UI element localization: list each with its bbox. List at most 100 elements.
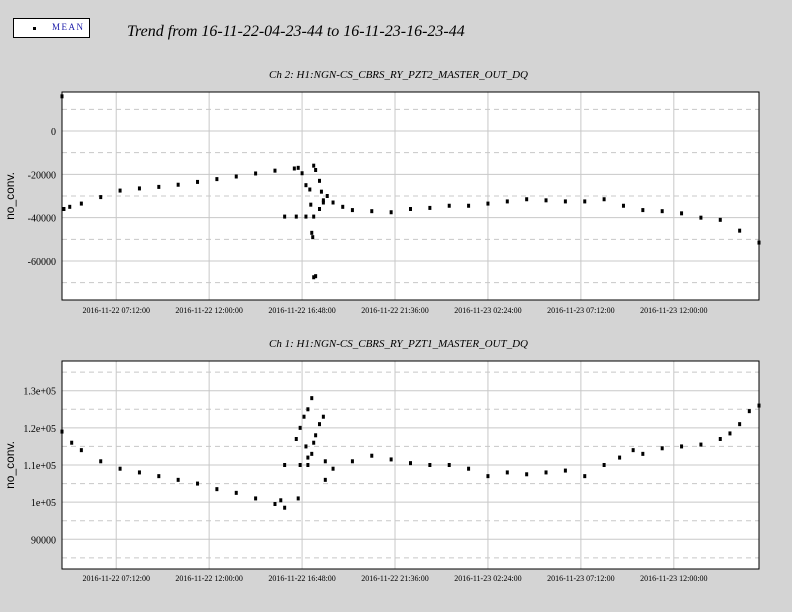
legend-marker-icon <box>33 27 36 30</box>
chart-title: Ch 1: H1:NGN-CS_CBRS_RY_PZT1_MASTER_OUT_… <box>269 338 528 350</box>
data-point <box>157 474 161 479</box>
data-point <box>602 463 606 467</box>
data-point <box>312 440 316 445</box>
data-point <box>79 201 83 206</box>
data-point <box>118 466 122 471</box>
x-tick-label: 2016-11-22 07:12:00 <box>82 574 149 583</box>
x-tick-label: 2016-11-22 16:48:00 <box>268 306 335 315</box>
data-point <box>525 197 529 202</box>
x-tick-label: 2016-11-22 07:12:00 <box>82 306 149 315</box>
data-point <box>68 204 72 209</box>
data-point <box>215 177 219 182</box>
data-point <box>118 188 122 193</box>
data-point <box>680 211 684 216</box>
data-point <box>641 451 645 456</box>
plot-border <box>61 360 760 570</box>
data-point <box>310 230 314 235</box>
data-point <box>341 204 345 209</box>
data-point <box>298 463 302 467</box>
data-point <box>370 209 374 214</box>
data-point <box>428 463 432 467</box>
data-point <box>321 198 325 203</box>
data-point <box>447 463 451 467</box>
data-point <box>486 201 490 206</box>
data-point <box>296 496 300 501</box>
data-point <box>660 209 664 214</box>
x-tick-label: 2016-11-22 21:36:00 <box>361 306 428 315</box>
data-point <box>279 498 283 503</box>
y-tick-label: 1.2e+05 <box>23 424 56 435</box>
data-point <box>176 477 180 482</box>
chart-panel-1: Ch 2: H1:NGN-CS_CBRS_RY_PZT2_MASTER_OUT_… <box>3 69 761 315</box>
data-point <box>308 187 312 192</box>
data-point <box>389 457 393 462</box>
data-point <box>310 451 314 456</box>
data-point <box>79 448 83 453</box>
plot-area <box>62 92 759 300</box>
data-point <box>350 459 354 464</box>
data-point <box>583 474 587 479</box>
data-point <box>447 203 451 208</box>
legend-label: MEAN <box>52 22 85 32</box>
x-tick-label: 2016-11-23 12:00:00 <box>640 306 707 315</box>
data-point <box>311 235 315 240</box>
x-tick-label: 2016-11-22 12:00:00 <box>175 306 242 315</box>
data-point <box>331 200 335 205</box>
data-point <box>680 444 684 449</box>
page-title: Trend from 16-11-22-04-23-44 to 16-11-23… <box>127 23 465 40</box>
data-point <box>309 202 313 207</box>
data-point <box>304 183 308 188</box>
data-point <box>254 496 258 501</box>
data-point <box>718 217 722 222</box>
x-tick-label: 2016-11-22 16:48:00 <box>268 574 335 583</box>
data-point <box>314 433 318 438</box>
data-point <box>409 207 412 211</box>
data-point <box>602 197 606 202</box>
data-point <box>583 199 587 204</box>
data-point <box>318 422 322 427</box>
x-tick-label: 2016-11-22 12:00:00 <box>175 574 242 583</box>
y-tick-label: 1.3e+05 <box>23 387 56 398</box>
data-point <box>505 199 509 204</box>
data-point <box>294 437 298 441</box>
data-point <box>428 205 432 210</box>
data-point <box>312 214 316 219</box>
data-point <box>306 455 310 460</box>
x-tick-label: 2016-11-22 21:36:00 <box>361 574 428 583</box>
data-point <box>323 459 327 464</box>
data-point <box>389 210 393 215</box>
data-point <box>306 407 310 412</box>
data-point <box>196 481 200 486</box>
y-tick-label: 90000 <box>31 535 56 546</box>
data-point <box>525 472 529 477</box>
data-point <box>310 396 314 401</box>
data-point <box>505 470 509 475</box>
data-point <box>544 470 548 475</box>
data-point <box>283 505 287 510</box>
data-point <box>254 171 258 176</box>
data-point <box>234 490 238 495</box>
y-axis-label: no_conv. <box>3 441 17 489</box>
x-tick-label: 2016-11-23 02:24:00 <box>454 306 521 315</box>
data-point <box>312 275 316 280</box>
data-point <box>300 171 304 176</box>
data-point <box>641 208 645 213</box>
data-point <box>563 199 567 204</box>
data-point <box>409 461 412 466</box>
data-point <box>137 186 141 191</box>
plot-border <box>61 91 760 301</box>
data-point <box>467 466 471 471</box>
data-point <box>467 203 471 208</box>
x-tick-label: 2016-11-23 02:24:00 <box>454 574 521 583</box>
data-point <box>350 208 354 213</box>
x-tick-label: 2016-11-23 12:00:00 <box>640 574 707 583</box>
y-tick-label: 1.1e+05 <box>23 461 56 472</box>
x-tick-label: 2016-11-23 07:12:00 <box>547 306 614 315</box>
data-point <box>62 207 66 211</box>
data-point <box>621 203 625 208</box>
data-point <box>273 168 277 173</box>
y-tick-label: 1e+05 <box>31 498 56 509</box>
data-point <box>99 459 103 464</box>
data-point <box>176 182 180 187</box>
